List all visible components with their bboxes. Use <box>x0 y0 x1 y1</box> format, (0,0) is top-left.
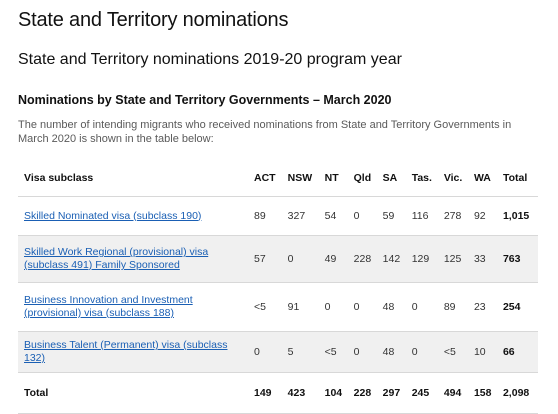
vic-cell: 125 <box>439 235 470 283</box>
nt-total: 104 <box>320 372 350 414</box>
header-tas: Tas. <box>407 160 440 197</box>
nsw-total: 423 <box>283 372 321 414</box>
nt-cell: 0 <box>320 282 350 332</box>
sa-cell: 48 <box>378 282 408 332</box>
nsw-cell: 327 <box>283 196 321 236</box>
nominations-table: Visa subclass ACT NSW NT Qld SA Tas. Vic… <box>18 160 538 414</box>
header-wa: WA <box>469 160 499 197</box>
act-cell: 57 <box>250 235 284 283</box>
wa-cell: 92 <box>469 196 499 236</box>
sa-cell: 48 <box>378 331 408 373</box>
table-row: Skilled Nominated visa (subclass 190) 89… <box>18 196 538 236</box>
header-sa: SA <box>378 160 408 197</box>
header-nsw: NSW <box>283 160 321 197</box>
tas-cell: 129 <box>407 235 440 283</box>
vic-total: 494 <box>439 372 470 414</box>
wa-cell: 10 <box>469 331 499 373</box>
table-row: Business Innovation and Investment (prov… <box>18 282 538 332</box>
total-cell: 1,015 <box>498 196 538 236</box>
grand-total: 2,098 <box>498 372 538 414</box>
header-total: Total <box>498 160 538 197</box>
tas-cell: 116 <box>407 196 440 236</box>
nsw-cell: 91 <box>283 282 321 332</box>
sa-cell: 59 <box>378 196 408 236</box>
wa-total: 158 <box>469 372 499 414</box>
act-cell: <5 <box>250 282 284 332</box>
vic-cell: 89 <box>439 282 470 332</box>
nsw-cell: 0 <box>283 235 321 283</box>
table-total-row: Total 149 423 104 228 297 245 494 158 2,… <box>18 372 538 414</box>
header-visa-subclass: Visa subclass <box>18 160 250 197</box>
nt-cell: 49 <box>320 235 350 283</box>
visa-subclass-cell: Skilled Work Regional (provisional) visa… <box>18 235 250 283</box>
visa-link-491[interactable]: Skilled Work Regional (provisional) visa… <box>24 246 209 271</box>
visa-link-190[interactable]: Skilled Nominated visa (subclass 190) <box>24 209 202 222</box>
wa-cell: 23 <box>469 282 499 332</box>
page-title: State and Territory nominations <box>18 9 289 31</box>
sa-cell: 142 <box>378 235 408 283</box>
vic-cell: 278 <box>439 196 470 236</box>
total-cell: 66 <box>498 331 538 373</box>
act-cell: 0 <box>250 331 284 373</box>
act-cell: 89 <box>250 196 284 236</box>
tas-cell: 0 <box>407 331 440 373</box>
header-qld: Qld <box>349 160 379 197</box>
table-row: Business Talent (Permanent) visa (subcla… <box>18 331 538 373</box>
header-act: ACT <box>250 160 284 197</box>
qld-cell: 228 <box>349 235 379 283</box>
table-header-row: Visa subclass ACT NSW NT Qld SA Tas. Vic… <box>18 160 538 197</box>
tas-cell: 0 <box>407 282 440 332</box>
qld-total: 228 <box>349 372 379 414</box>
total-cell: 763 <box>498 235 538 283</box>
total-cell: 254 <box>498 282 538 332</box>
section-title: State and Territory nominations 2019-20 … <box>18 51 402 68</box>
nsw-cell: 5 <box>283 331 321 373</box>
visa-subclass-cell: Skilled Nominated visa (subclass 190) <box>18 196 250 236</box>
visa-link-132[interactable]: Business Talent (Permanent) visa (subcla… <box>24 339 228 364</box>
wa-cell: 33 <box>469 235 499 283</box>
sub-title: Nominations by State and Territory Gover… <box>18 93 392 107</box>
sa-total: 297 <box>378 372 408 414</box>
qld-cell: 0 <box>349 196 379 236</box>
total-label: Total <box>18 372 250 414</box>
table-row: Skilled Work Regional (provisional) visa… <box>18 235 538 283</box>
header-nt: NT <box>320 160 350 197</box>
tas-total: 245 <box>407 372 440 414</box>
header-vic: Vic. <box>439 160 470 197</box>
nt-cell: <5 <box>320 331 350 373</box>
visa-link-188[interactable]: Business Innovation and Investment (prov… <box>24 294 193 319</box>
nt-cell: 54 <box>320 196 350 236</box>
intro-text: The number of intending migrants who rec… <box>18 119 512 145</box>
qld-cell: 0 <box>349 331 379 373</box>
act-total: 149 <box>250 372 284 414</box>
visa-subclass-cell: Business Innovation and Investment (prov… <box>18 282 250 332</box>
vic-cell: <5 <box>439 331 470 373</box>
visa-subclass-cell: Business Talent (Permanent) visa (subcla… <box>18 331 250 373</box>
qld-cell: 0 <box>349 282 379 332</box>
